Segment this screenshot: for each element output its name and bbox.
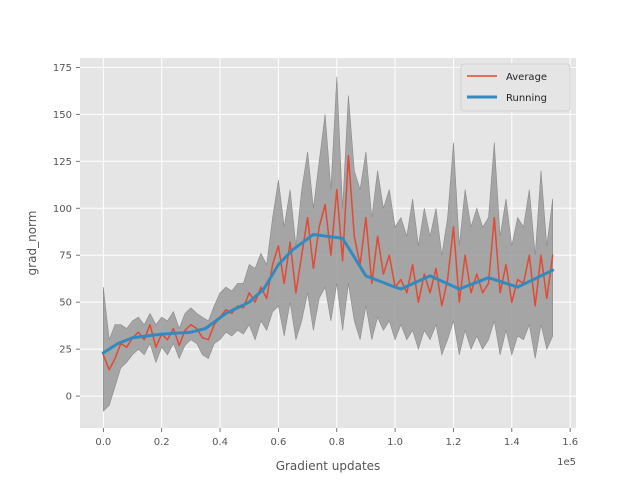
y-tick-label: 25	[59, 345, 72, 356]
spread-band-layer	[103, 76, 553, 412]
x-tick-label: 0.8	[329, 437, 345, 448]
legend: Average Running	[460, 63, 571, 112]
x-tick-label: 1.0	[387, 437, 403, 448]
x-tick-label: 1.6	[562, 437, 578, 448]
y-tick-label: 175	[53, 63, 72, 74]
x-axis-offset-label: 1e5	[557, 457, 576, 468]
x-tick-labels: 0.0 0.2 0.4 0.6 0.8 1.0 1.2 1.4 1.6	[95, 428, 578, 448]
x-tick-label: 0.4	[212, 437, 228, 448]
y-tick-label: 150	[53, 110, 72, 121]
y-axis-label: grad_norm	[25, 211, 39, 276]
y-tick-label: 100	[53, 204, 72, 215]
x-tick-label: 0.6	[270, 437, 286, 448]
series-line-average	[102, 154, 554, 371]
spread-band	[103, 76, 553, 412]
legend-label-average: Average	[506, 72, 547, 83]
legend-label-running: Running	[506, 93, 547, 104]
y-tick-labels: 0 25 50 75 100 125 150 175	[53, 63, 80, 403]
x-tick-label: 0.0	[95, 437, 111, 448]
x-tick-label: 1.4	[504, 437, 520, 448]
y-tick-label: 0	[66, 392, 72, 403]
y-tick-label: 75	[59, 251, 72, 262]
x-axis-label: Gradient updates	[276, 459, 381, 473]
series-layer	[101, 154, 555, 371]
series-line-running	[101, 233, 555, 355]
x-tick-label: 0.2	[154, 437, 170, 448]
y-tick-label: 50	[59, 298, 72, 309]
x-tick-label: 1.2	[446, 437, 462, 448]
y-tick-label: 125	[53, 157, 72, 168]
